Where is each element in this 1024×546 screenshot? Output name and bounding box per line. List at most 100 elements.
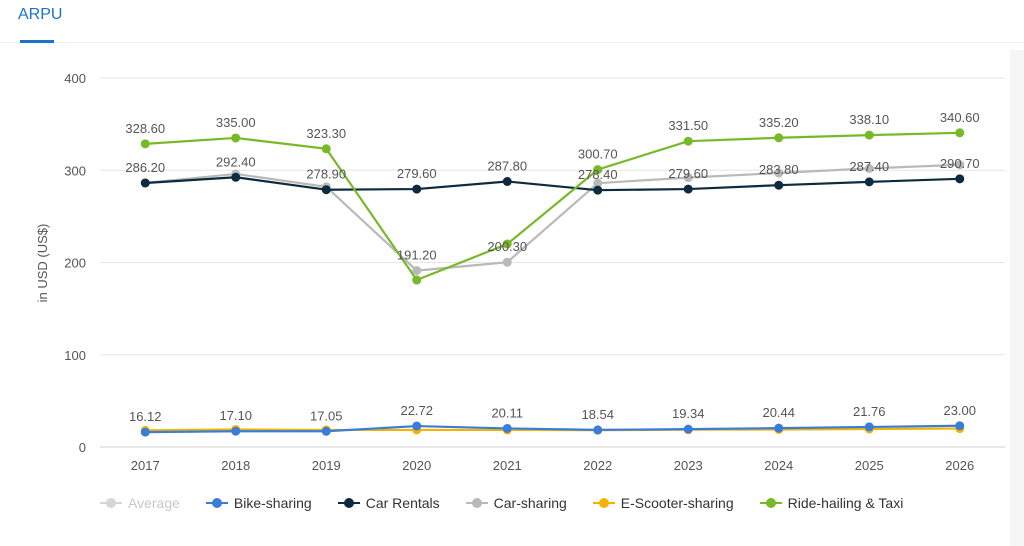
data-point-car-rentals[interactable] (955, 174, 965, 184)
data-label-car-rentals: 278.40 (578, 167, 618, 182)
y-axis-label: in USD (US$) (35, 224, 50, 303)
data-label-car-rentals: 292.40 (216, 154, 256, 169)
data-label-ride-hailing-taxi: 331.50 (668, 118, 708, 133)
legend-item-ride-hailing-taxi[interactable]: Ride-hailing & Taxi (759, 495, 904, 511)
data-point-ride-hailing-taxi[interactable] (774, 133, 784, 143)
data-label-bike-sharing: 20.11 (491, 405, 523, 420)
x-tick-label: 2019 (312, 458, 341, 473)
tab-bar: ARPU (0, 0, 1024, 43)
x-tick-label: 2023 (674, 458, 703, 473)
data-point-car-rentals[interactable] (774, 180, 784, 190)
legend-item-car-sharing[interactable]: Car-sharing (465, 495, 567, 511)
data-point-bike-sharing[interactable] (140, 427, 150, 437)
data-point-bike-sharing[interactable] (412, 421, 422, 431)
x-tick-label: 2026 (945, 458, 974, 473)
y-axis: 0 100 200 300 400 (64, 71, 86, 455)
legend-item-car-rentals[interactable]: Car Rentals (337, 495, 440, 511)
legend-marker (100, 498, 122, 508)
data-point-car-rentals[interactable] (502, 177, 512, 187)
data-label-ride-hailing-taxi: 338.10 (849, 112, 889, 127)
data-label-ride-hailing-taxi: 300.70 (578, 147, 618, 162)
data-point-ride-hailing-taxi[interactable] (864, 130, 874, 140)
x-tick-label: 2025 (855, 458, 884, 473)
data-point-car-rentals[interactable] (593, 185, 603, 195)
legend-label: Bike-sharing (233, 495, 312, 511)
data-point-ride-hailing-taxi[interactable] (412, 275, 422, 285)
data-point-bike-sharing[interactable] (774, 423, 784, 433)
data-point-car-rentals[interactable] (321, 185, 331, 195)
series-car-sharing (140, 160, 965, 276)
data-label-bike-sharing: 18.54 (581, 407, 614, 422)
data-point-car-sharing[interactable] (864, 163, 874, 173)
data-label-bike-sharing: 16.12 (129, 409, 162, 424)
data-label-bike-sharing: 20.44 (762, 405, 795, 420)
legend-item-e-scooter-sharing[interactable]: E-Scooter-sharing (592, 495, 734, 511)
legend-item-average[interactable]: Average (100, 495, 180, 511)
data-point-car-sharing[interactable] (502, 257, 512, 267)
x-axis: 2017 2018 2019 2020 2021 2022 2023 2024 2025 2026 (131, 458, 974, 473)
data-label-car-rentals: 279.60 (668, 166, 708, 181)
legend-marker (592, 498, 615, 508)
data-point-car-sharing[interactable] (955, 160, 965, 170)
data-point-ride-hailing-taxi[interactable] (321, 144, 331, 154)
data-point-bike-sharing[interactable] (683, 424, 693, 434)
x-tick-label: 2018 (221, 458, 250, 473)
legend-item-bike-sharing[interactable]: Bike-sharing (205, 495, 312, 511)
series-car-rentals (140, 172, 965, 195)
data-point-car-sharing[interactable] (774, 168, 784, 178)
data-label-ride-hailing-taxi: 340.60 (940, 110, 980, 125)
scrollbar-track[interactable] (1010, 50, 1024, 546)
data-point-bike-sharing[interactable] (321, 426, 331, 436)
y-tick-label: 100 (64, 348, 86, 363)
data-point-car-rentals[interactable] (864, 177, 874, 187)
data-point-ride-hailing-taxi[interactable] (683, 136, 693, 146)
data-label-bike-sharing: 22.72 (400, 403, 433, 418)
data-label-ride-hailing-taxi: 323.30 (306, 126, 346, 141)
data-label-ride-hailing-taxi: 335.20 (759, 115, 799, 130)
legend-marker (759, 498, 782, 508)
data-point-bike-sharing[interactable] (231, 426, 241, 436)
x-tick-label: 2022 (583, 458, 612, 473)
data-label-ride-hailing-taxi: 335.00 (216, 115, 256, 130)
chart-grid (100, 77, 1005, 448)
legend-marker (465, 498, 488, 508)
legend-label: Car-sharing (493, 495, 567, 511)
tab-arpu[interactable]: ARPU (18, 6, 63, 23)
data-point-bike-sharing[interactable] (955, 421, 965, 431)
data-point-car-rentals[interactable] (231, 172, 241, 182)
series-layer (140, 128, 965, 437)
data-label-car-sharing: 200.30 (487, 239, 527, 254)
series-line-car-rentals (145, 176, 960, 192)
data-point-ride-hailing-taxi[interactable] (502, 239, 512, 249)
series-ride-hailing-taxi (140, 128, 965, 285)
data-point-ride-hailing-taxi[interactable] (231, 133, 241, 143)
data-label-bike-sharing: 19.34 (672, 406, 705, 421)
y-tick-label: 200 (64, 256, 86, 271)
data-point-ride-hailing-taxi[interactable] (593, 165, 603, 175)
legend-label: Ride-hailing & Taxi (787, 495, 904, 511)
data-point-car-rentals[interactable] (683, 184, 693, 194)
data-point-car-sharing[interactable] (412, 266, 422, 276)
series-line-bike-sharing (145, 424, 960, 434)
x-tick-label: 2017 (131, 458, 160, 473)
data-label-car-rentals: 287.40 (849, 159, 889, 174)
tab-active-indicator (20, 40, 54, 43)
data-labels-layer: 328.60 335.00 323.30 300.70 331.50 335.20 338.… (125, 110, 979, 424)
data-label-ride-hailing-taxi: 328.60 (125, 121, 165, 136)
data-point-car-sharing[interactable] (683, 173, 693, 183)
legend-marker (337, 498, 360, 508)
data-point-car-sharing[interactable] (593, 178, 603, 188)
data-label-car-sharing: 191.20 (397, 248, 437, 263)
data-point-bike-sharing[interactable] (502, 423, 512, 433)
data-point-bike-sharing[interactable] (593, 425, 603, 435)
legend-label: E-Scooter-sharing (620, 495, 734, 511)
data-point-ride-hailing-taxi[interactable] (955, 128, 965, 138)
data-label-car-rentals: 278.90 (306, 167, 346, 182)
data-point-bike-sharing[interactable] (864, 422, 874, 432)
data-point-car-rentals[interactable] (412, 184, 422, 194)
data-point-car-rentals[interactable] (140, 178, 150, 188)
data-point-ride-hailing-taxi[interactable] (140, 139, 150, 149)
y-tick-label: 0 (79, 440, 86, 455)
chart-legend: Average Bike-sharing Car Rentals Car-sharin… (100, 490, 929, 516)
series-line-ride-hailing-taxi (145, 131, 960, 282)
